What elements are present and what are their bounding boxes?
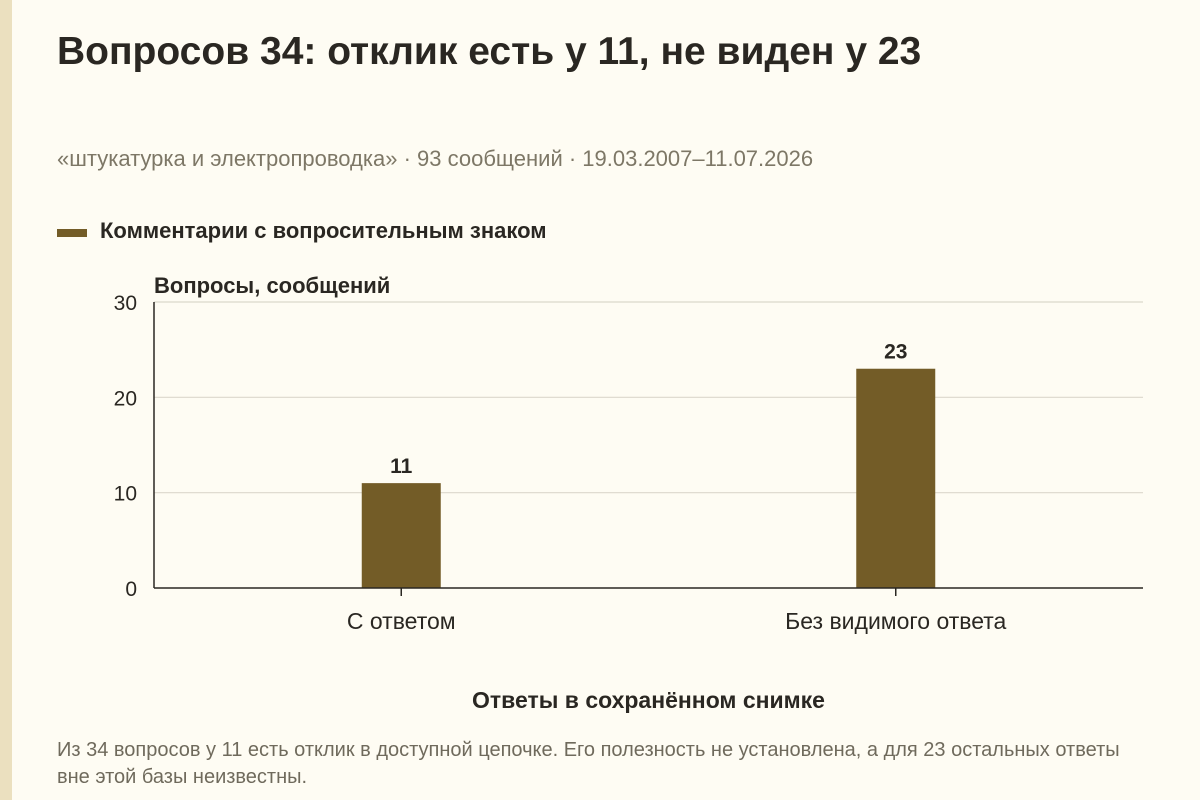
- bars: [361, 368, 936, 588]
- y-tick-label: 0: [125, 578, 137, 601]
- bar: [856, 368, 936, 588]
- category-label: Без видимого ответа: [785, 608, 1006, 634]
- left-accent-strip: [0, 0, 12, 800]
- labels: 0 10 20 30 11 С ответом 23 Без видимого ответа В…: [114, 273, 1007, 713]
- chart-subtitle: «штукатурка и электропроводка» · 93 сооб…: [57, 146, 814, 171]
- legend: Комментарии с вопросительным знаком: [57, 218, 547, 244]
- bar: [361, 483, 441, 588]
- data-label: 23: [884, 341, 907, 364]
- data-label: 11: [390, 455, 413, 478]
- legend-label: Комментарии с вопросительным знаком: [100, 218, 547, 243]
- axes: [153, 302, 1143, 596]
- gridlines: [154, 301, 1143, 494]
- category-label: С ответом: [347, 608, 456, 634]
- x-axis-title: Ответы в сохранённом снимке: [472, 687, 825, 713]
- y-tick-label: 10: [114, 483, 137, 506]
- legend-swatch: [57, 229, 87, 237]
- chart-title: Вопросов 34: отклик есть у 11, не виден …: [57, 30, 922, 73]
- y-tick-label: 30: [114, 292, 137, 315]
- footnote: Из 34 вопросов у 11 есть отклик в доступ…: [57, 739, 1120, 788]
- y-tick-label: 20: [114, 387, 137, 410]
- y-axis-title: Вопросы, сообщений: [154, 273, 390, 298]
